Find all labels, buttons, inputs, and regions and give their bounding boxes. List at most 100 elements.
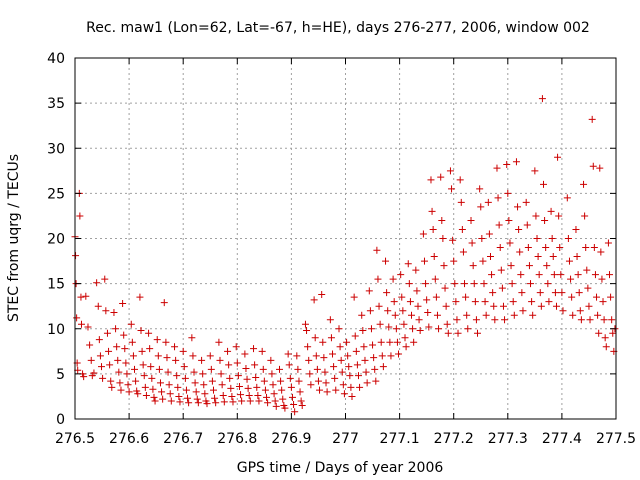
data-point (140, 372, 148, 380)
data-point (404, 260, 412, 268)
data-point (103, 329, 111, 337)
data-point (556, 244, 564, 252)
data-point (340, 390, 348, 398)
y-tick-label: 20 (47, 232, 65, 248)
data-point (125, 388, 133, 396)
data-point (185, 399, 193, 407)
data-point (181, 374, 189, 382)
data-point (304, 343, 312, 351)
data-point (537, 302, 545, 310)
data-point (412, 266, 420, 274)
data-point (369, 341, 377, 349)
y-tick-label: 5 (56, 367, 65, 383)
data-point (549, 253, 557, 261)
data-point (501, 316, 509, 324)
data-point (207, 365, 215, 373)
data-point (420, 257, 428, 265)
data-point (215, 338, 223, 346)
data-point (119, 299, 127, 307)
data-point (384, 307, 392, 315)
data-point (180, 363, 188, 371)
data-point (494, 194, 502, 202)
data-point (391, 311, 399, 319)
data-point (467, 216, 475, 224)
data-point (393, 338, 401, 346)
y-tick-label: 35 (47, 96, 65, 112)
data-point (84, 323, 92, 331)
data-point (164, 368, 172, 376)
data-point (563, 194, 571, 202)
data-point (585, 302, 593, 310)
x-tick-label: 277.1 (380, 431, 420, 447)
data-point (173, 372, 181, 380)
data-point (532, 212, 540, 220)
data-point (294, 365, 302, 373)
data-point (442, 302, 450, 310)
data-point (175, 392, 183, 400)
data-point (331, 374, 339, 382)
data-point (312, 352, 320, 360)
data-point (224, 347, 232, 355)
data-point (255, 397, 263, 405)
data-point (531, 167, 539, 175)
data-point (543, 262, 551, 270)
data-point (586, 316, 594, 324)
data-point (522, 198, 530, 206)
data-point (208, 377, 216, 385)
data-point (285, 361, 293, 369)
data-point (353, 361, 361, 369)
data-point (525, 262, 533, 270)
data-point (508, 280, 516, 288)
data-point (332, 386, 340, 394)
data-point (356, 383, 364, 391)
data-point (405, 280, 413, 288)
data-point (386, 338, 394, 346)
data-point (439, 235, 447, 242)
data-point (261, 386, 269, 394)
data-point (277, 377, 285, 385)
data-point (558, 289, 566, 297)
data-point (370, 354, 378, 362)
data-point (533, 235, 541, 242)
data-point (430, 253, 438, 261)
data-point (120, 331, 128, 339)
data-point (245, 392, 253, 400)
data-point (514, 203, 522, 211)
data-point (552, 302, 560, 310)
data-point (335, 325, 343, 333)
data-point (82, 292, 90, 300)
data-point (96, 352, 104, 360)
data-point (76, 212, 84, 220)
data-point (354, 372, 362, 380)
data-point (575, 289, 583, 297)
data-point (495, 221, 503, 229)
data-point (422, 280, 430, 288)
data-point (581, 212, 589, 220)
data-point (279, 395, 287, 403)
data-point (366, 307, 374, 315)
data-point (200, 381, 208, 389)
data-point (228, 392, 236, 400)
data-point (123, 370, 131, 378)
data-point (344, 352, 352, 360)
data-point (284, 350, 292, 358)
data-point (505, 216, 513, 224)
data-point (555, 212, 563, 220)
x-tick-label: 277.5 (596, 431, 636, 447)
data-point (296, 388, 304, 396)
data-point (298, 401, 306, 409)
data-point (244, 384, 252, 392)
data-point (263, 393, 271, 401)
data-point (373, 246, 381, 254)
data-point (427, 176, 435, 184)
data-point (167, 397, 175, 405)
data-point (192, 388, 200, 396)
data-point (452, 298, 460, 306)
data-point (259, 365, 267, 373)
data-point (576, 307, 584, 315)
data-point (346, 372, 354, 380)
data-point (338, 368, 346, 376)
data-point (397, 271, 405, 279)
data-point (400, 320, 408, 328)
data-point (314, 377, 322, 385)
